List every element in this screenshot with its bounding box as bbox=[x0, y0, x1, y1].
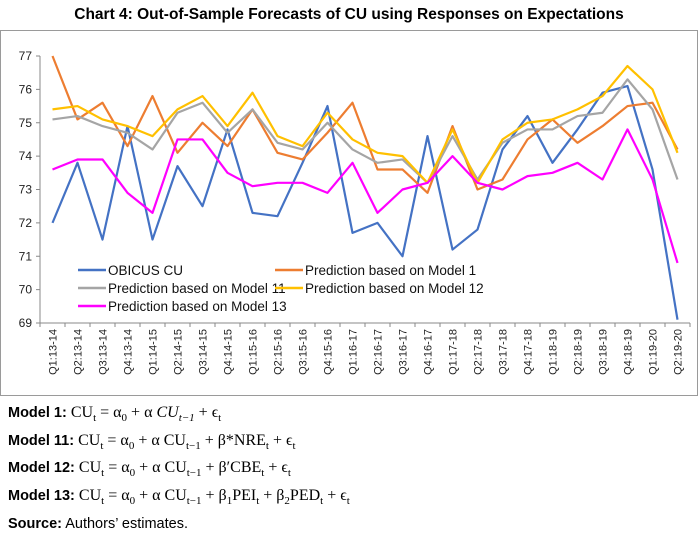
equation: CUt = α0 + α CUt−1 + β*NREt + ϵt bbox=[78, 431, 296, 452]
x-tick-label: Q3:13-14 bbox=[98, 329, 110, 375]
model-equation-4: Model 13: CUt = α0 + α CUt−1 + β1PEIt + … bbox=[8, 485, 350, 513]
y-tick-label: 73 bbox=[19, 183, 33, 197]
x-tick-label: Q2:13-14 bbox=[73, 329, 85, 375]
series-line-2 bbox=[51, 55, 679, 194]
y-tick-label: 71 bbox=[19, 249, 33, 263]
x-tick-label: Q4:13-14 bbox=[123, 329, 135, 375]
y-tick-label: 72 bbox=[19, 216, 33, 230]
x-tick-label: Q1:15-16 bbox=[248, 329, 260, 375]
y-tick-label: 69 bbox=[19, 316, 33, 330]
x-tick-label: Q2:18-19 bbox=[573, 329, 585, 375]
x-tick-label: Q4:14-15 bbox=[223, 329, 235, 375]
x-tick-label: Q3:14-15 bbox=[198, 329, 210, 375]
y-tick-label: 74 bbox=[19, 149, 33, 163]
x-tick-label: Q1:18-19 bbox=[548, 329, 560, 375]
legend-label: OBICUS CU bbox=[108, 263, 183, 278]
legend-label: Prediction based on Model 12 bbox=[305, 281, 484, 296]
series-line-4 bbox=[52, 64, 679, 184]
series-line-1 bbox=[51, 84, 679, 320]
model-label: Model 1: bbox=[8, 405, 71, 421]
source-label: Source: bbox=[8, 515, 62, 532]
legend-label: Prediction based on Model 1 bbox=[305, 263, 476, 278]
x-tick-label: Q1:14-15 bbox=[148, 329, 160, 375]
x-tick-label: Q1:17-18 bbox=[448, 329, 460, 375]
x-tick-label: Q4:15-16 bbox=[323, 329, 335, 375]
x-tick-label: Q4:16-17 bbox=[423, 329, 435, 375]
y-tick-label: 77 bbox=[19, 49, 33, 63]
chart-title: Chart 4: Out-of-Sample Forecasts of CU u… bbox=[74, 6, 624, 23]
x-tick-label: Q3:15-16 bbox=[298, 329, 310, 375]
x-tick-label: Q4:17-18 bbox=[523, 329, 535, 375]
series-line-3 bbox=[52, 78, 679, 184]
legend-label: Prediction based on Model 11 bbox=[108, 281, 286, 296]
x-tick-label: Q2:14-15 bbox=[173, 329, 185, 375]
equation: CUt = α0 + α CUt−1 + β′CBEt + ϵt bbox=[78, 459, 291, 480]
x-tick-label: Q2:16-17 bbox=[373, 329, 385, 375]
model-equation-1: Model 1: CUt = α0 + α CUt−1 + ϵt bbox=[8, 402, 350, 430]
x-tick-label: Q2:19-20 bbox=[673, 329, 685, 375]
x-tick-label: Q1:16-17 bbox=[348, 329, 360, 375]
model-label: Model 12: bbox=[8, 460, 79, 477]
x-tick-label: Q3:17-18 bbox=[498, 329, 510, 375]
x-tick-label: Q3:16-17 bbox=[398, 329, 410, 375]
x-tick-label: Q1:13-14 bbox=[48, 329, 60, 375]
y-tick-label: 70 bbox=[19, 283, 33, 297]
line-chart: 69 70 71 72 73 74 75 76 77 Q1:13-14 Q2:13-14 Q3:13-… bbox=[0, 30, 698, 396]
model-label: Model 13: bbox=[8, 488, 79, 505]
source-line: Source: Authors’ estimates. bbox=[8, 513, 350, 535]
model-equation-2: Model 11: CUt = α0 + α CUt−1 + β*NREt + … bbox=[8, 430, 350, 458]
x-tick-label: Q3:18-19 bbox=[598, 329, 610, 375]
legend-label: Prediction based on Model 13 bbox=[108, 299, 287, 314]
model-label: Model 11: bbox=[8, 432, 79, 449]
model-equation-3: Model 12: CUt = α0 + α CUt−1 + β′CBEt + … bbox=[8, 457, 350, 485]
y-tick-label: 75 bbox=[19, 116, 33, 130]
equation: CUt = α0 + α CUt−1 + β1PEIt + β2PEDt + ϵ… bbox=[78, 487, 350, 508]
y-tick-label: 76 bbox=[19, 82, 33, 96]
series-line-5 bbox=[52, 128, 679, 264]
x-tick-label: Q1:19-20 bbox=[648, 329, 660, 375]
x-tick-label: Q2:15-16 bbox=[273, 329, 285, 375]
x-tick-label: Q4:18-19 bbox=[623, 329, 635, 375]
x-tick-label: Q2:17-18 bbox=[473, 329, 485, 375]
equation: CUt = α0 + α CUt−1 + ϵt bbox=[70, 404, 222, 425]
model-notes: Model 1: CUt = α0 + α CUt−1 + ϵt Model 11… bbox=[8, 402, 350, 535]
source-text: Authors’ estimates. bbox=[62, 515, 188, 532]
